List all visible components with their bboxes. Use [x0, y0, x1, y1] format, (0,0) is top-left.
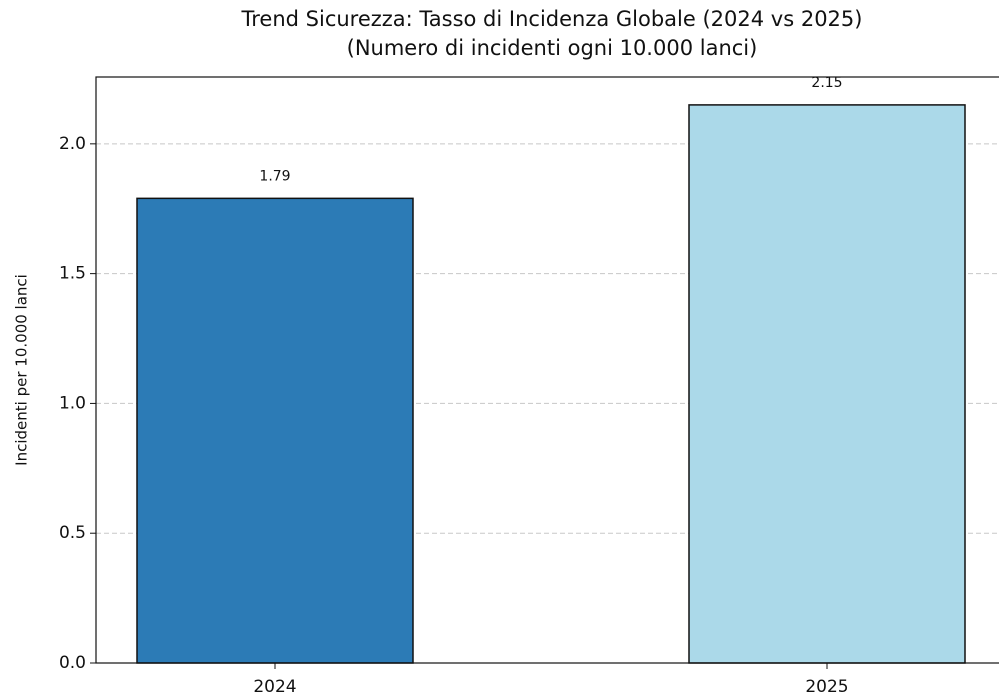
y-tick-label: 1.5 [59, 264, 86, 284]
y-tick-label: 1.0 [59, 393, 86, 413]
plot-frame [95, 76, 999, 664]
value-label: 2.15 [811, 75, 842, 91]
value-label: 1.79 [259, 168, 290, 184]
bar [136, 197, 414, 664]
y-tick-label: 2.0 [59, 134, 86, 154]
x-tick-label: 2024 [253, 677, 296, 697]
y-axis-label: Incidenti per 10.000 lanci [13, 274, 31, 466]
chart-subtitle: (Numero di incidenti ogni 10.000 lanci) [347, 36, 758, 60]
bar [688, 104, 966, 664]
y-tick-label: 0.0 [59, 653, 86, 673]
chart-title: Trend Sicurezza: Tasso di Incidenza Glob… [241, 7, 863, 31]
x-tick-label: 2025 [805, 677, 848, 697]
y-tick-label: 0.5 [59, 523, 86, 543]
